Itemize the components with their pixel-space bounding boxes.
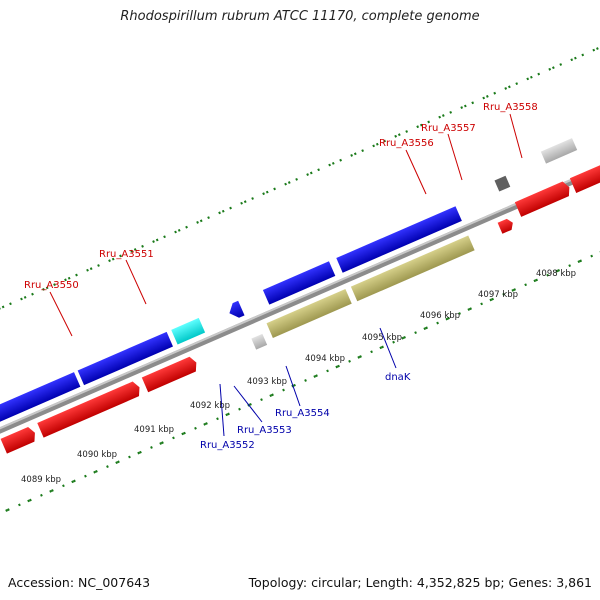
gene-cyan[interactable]: [171, 317, 206, 345]
tick-ring-inner: [0, 209, 600, 532]
gene-grey-top[interactable]: [540, 138, 578, 164]
scale-4097: 4097 kbp: [478, 290, 518, 300]
map-title: Rhodospirillum rubrum ATCC 11170, comple…: [120, 9, 480, 24]
forward-strand-genes: [0, 163, 600, 454]
leader-rru-a3556: [405, 149, 427, 195]
label-rru-a3551[interactable]: Rru_A3551: [99, 249, 154, 260]
leader-rru-a3551: [125, 259, 147, 305]
label-rru-a3554[interactable]: Rru_A3554: [275, 408, 330, 419]
scale-4096: 4096 kbp: [420, 311, 460, 321]
scale-4093: 4093 kbp: [247, 377, 287, 387]
leader-rru-a3553: [233, 385, 263, 423]
leader-rru-a3550: [49, 291, 73, 337]
scale-4089: 4089 kbp: [21, 475, 61, 485]
accession-text: Accession: NC_007643: [8, 575, 151, 590]
gene-red-1[interactable]: [0, 425, 39, 454]
label-rru-a3550[interactable]: Rru_A3550: [24, 280, 79, 291]
top-label-leaders: [49, 113, 523, 337]
leader-rru-a3554: [285, 365, 301, 407]
scale-4098: 4098 kbp: [536, 269, 576, 279]
gene-dark[interactable]: [494, 175, 511, 192]
leader-rru-a3552: [219, 383, 225, 437]
tick-ring-outer: [0, 36, 600, 359]
gene-red-6[interactable]: [569, 163, 600, 193]
label-rru-a3558[interactable]: Rru_A3558: [483, 102, 538, 113]
leader-rru-a3557: [447, 133, 463, 181]
genome-backbone: [0, 129, 600, 471]
scale-4090: 4090 kbp: [77, 450, 117, 460]
minor-ticks-outer: [0, 36, 600, 358]
gene-blue-4[interactable]: [336, 206, 462, 273]
gene-blue-3[interactable]: [262, 261, 336, 305]
label-rru-a3553[interactable]: Rru_A3553: [237, 425, 292, 436]
reverse-strand-genes: [0, 138, 578, 427]
bottom-gene-labels: Rru_A3552 Rru_A3553 Rru_A3554 dnaK: [200, 372, 411, 451]
gene-red-3[interactable]: [141, 355, 200, 393]
gene-blue-1[interactable]: [0, 372, 81, 427]
top-gene-labels: Rru_A3550 Rru_A3551 Rru_A3556 Rru_A3557 …: [24, 102, 538, 291]
genome-summary-text: Topology: circular; Length: 4,352,825 bp…: [248, 575, 592, 590]
leader-dnak: [379, 327, 397, 369]
leader-rru-a3558: [509, 113, 523, 159]
bottom-label-leaders: [219, 327, 397, 437]
gene-khaki-1[interactable]: [266, 288, 352, 338]
scale-4091: 4091 kbp: [134, 425, 174, 435]
label-rru-a3557[interactable]: Rru_A3557: [421, 123, 476, 134]
gene-red-2[interactable]: [37, 380, 142, 438]
gene-blue-small[interactable]: [226, 300, 245, 321]
scale-4095: 4095 kbp: [362, 333, 402, 343]
gene-red-4[interactable]: [497, 217, 516, 234]
scale-labels: 4089 kbp 4090 kbp 4091 kbp 4092 kbp 4093…: [21, 269, 576, 485]
gene-blue-2[interactable]: [77, 331, 174, 386]
gene-khaki-dnaK[interactable]: [350, 235, 475, 302]
gene-red-5[interactable]: [514, 180, 573, 217]
scale-4094: 4094 kbp: [305, 354, 345, 364]
label-rru-a3556[interactable]: Rru_A3556: [379, 138, 434, 149]
scale-4092: 4092 kbp: [190, 401, 230, 411]
label-dnak[interactable]: dnaK: [385, 372, 411, 383]
genome-backbone-highlight: [0, 129, 600, 467]
gene-grey-small[interactable]: [251, 333, 268, 350]
minor-ticks-inner: [0, 209, 600, 531]
label-rru-a3552[interactable]: Rru_A3552: [200, 440, 255, 451]
